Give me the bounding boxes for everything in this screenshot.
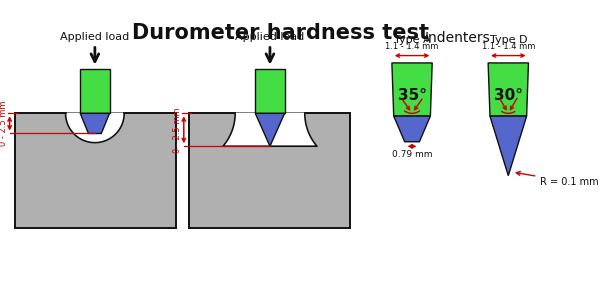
Polygon shape (490, 116, 527, 176)
Text: 0 - 2.5 mm: 0 - 2.5 mm (0, 101, 8, 146)
Polygon shape (65, 113, 124, 143)
Polygon shape (488, 63, 529, 116)
Text: 1.1 - 1.4 mm: 1.1 - 1.4 mm (385, 42, 439, 51)
Text: 0 - 2.5 mm: 0 - 2.5 mm (173, 107, 182, 152)
Polygon shape (394, 116, 430, 142)
Text: R = 0.1 mm: R = 0.1 mm (516, 172, 599, 187)
Bar (255, 69, 284, 113)
Text: 35°: 35° (398, 88, 427, 104)
Polygon shape (80, 113, 110, 134)
Text: Type A: Type A (394, 34, 430, 45)
Text: Applied load: Applied load (235, 32, 305, 42)
Bar (189, 113, 350, 228)
Polygon shape (255, 113, 284, 146)
Text: Indenters: Indenters (425, 31, 491, 45)
Text: Durometer hardness test: Durometer hardness test (133, 23, 430, 44)
Polygon shape (392, 63, 432, 116)
Text: 30°: 30° (494, 88, 523, 104)
Text: 0.79 mm: 0.79 mm (392, 150, 432, 159)
Text: Type D: Type D (490, 34, 527, 45)
Text: Applied load: Applied load (60, 32, 130, 42)
Bar (15, 113, 176, 228)
Polygon shape (223, 113, 317, 146)
Bar (80, 69, 110, 113)
Text: 1.1 - 1.4 mm: 1.1 - 1.4 mm (482, 42, 535, 51)
